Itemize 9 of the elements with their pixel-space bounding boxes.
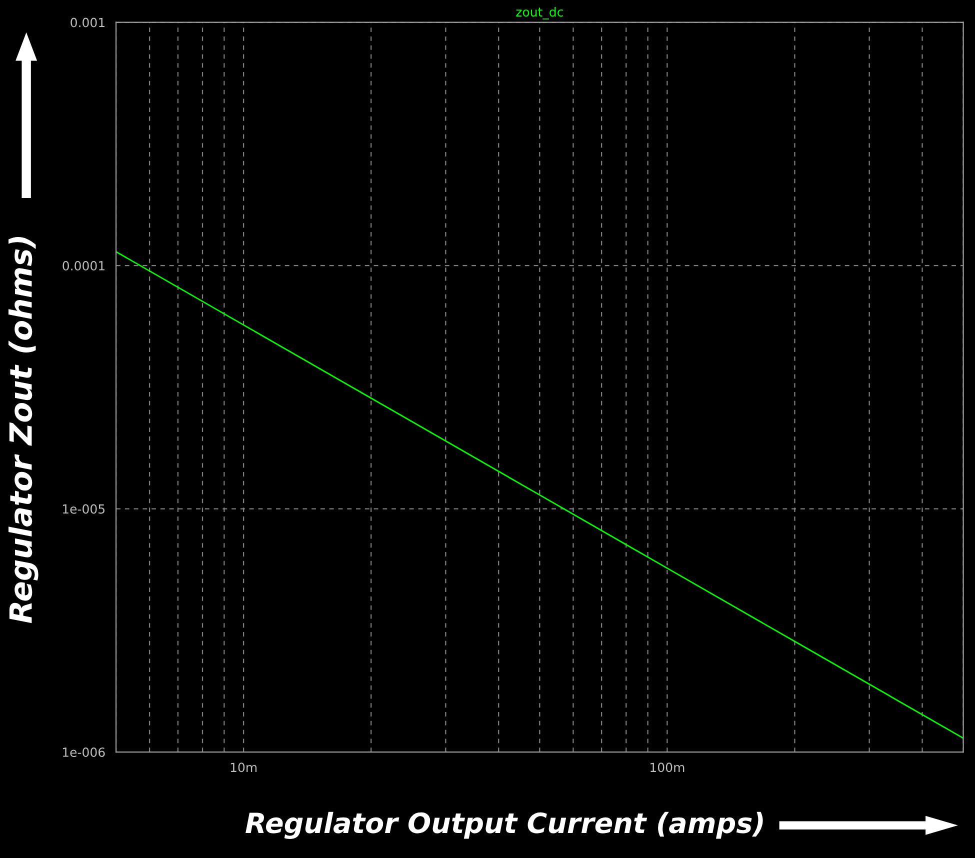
y-tick-label: 1e-005	[62, 504, 105, 514]
text: zout_dc	[516, 6, 563, 20]
x-tick-label: 100m	[650, 762, 684, 772]
y-tick-label: 0.001	[70, 18, 104, 28]
x-tick-label: 10m	[230, 762, 257, 772]
y-tick-label: 0.0001	[62, 261, 104, 270]
x-axis-title: Regulator Output Current (amps)	[246, 812, 763, 839]
y-axis-title: Regulator Zout (ohms)	[8, 237, 38, 624]
y-tick-label: 1e-006	[62, 748, 105, 757]
